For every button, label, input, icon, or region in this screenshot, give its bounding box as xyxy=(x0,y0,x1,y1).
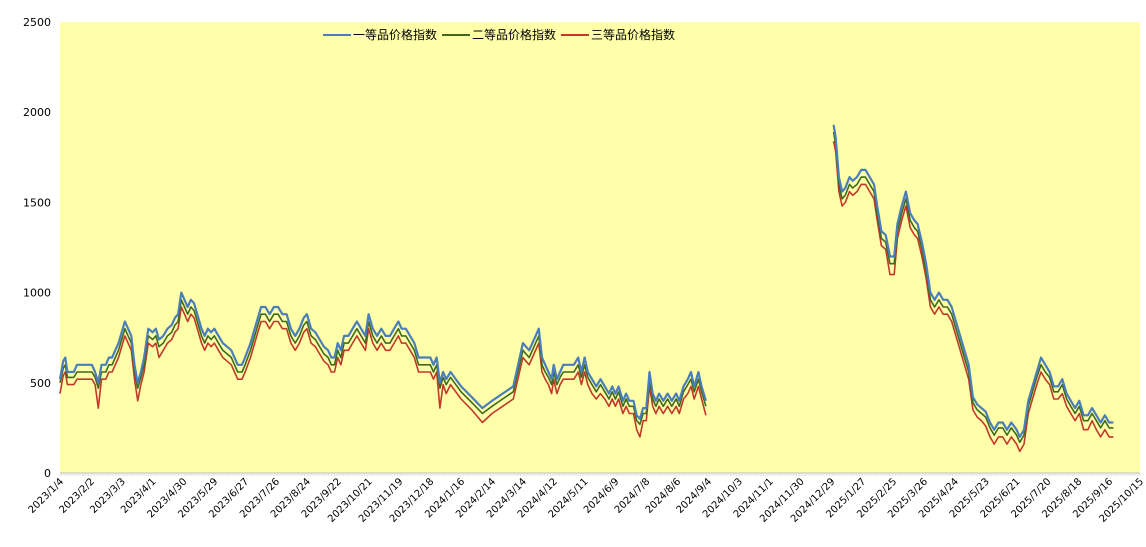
legend: 一等品价格指数 二等品价格指数 三等品价格指数 xyxy=(323,27,675,42)
legend-label-series-1: 一等品价格指数 xyxy=(353,27,437,42)
y-tick-label: 2500 xyxy=(23,16,51,29)
y-tick-label: 1000 xyxy=(23,287,51,300)
series-line-1 xyxy=(58,124,1114,438)
y-axis: 0 500 1000 1500 2000 2500 xyxy=(23,16,51,480)
series-3-segment-2 xyxy=(832,140,1114,453)
legend-label-series-3: 三等品价格指数 xyxy=(591,27,675,42)
series-layer xyxy=(58,124,1114,453)
x-axis: 2023/1/42023/2/22023/3/32023/4/12023/4/3… xyxy=(27,472,1146,525)
y-tick-label: 0 xyxy=(44,467,51,480)
series-2-segment-1 xyxy=(59,298,707,426)
series-1-segment-1 xyxy=(58,291,707,420)
series-line-3 xyxy=(59,140,1114,453)
y-tick-label: 2000 xyxy=(23,106,51,119)
series-1-segment-2 xyxy=(832,124,1114,438)
x-minor-tick-marks xyxy=(59,473,1141,476)
y-tick-label: 500 xyxy=(30,377,51,390)
plot-area xyxy=(60,22,1140,473)
x-minor-ticks xyxy=(59,473,1141,476)
y-tick-label: 1500 xyxy=(23,196,51,209)
legend-label-series-2: 二等品价格指数 xyxy=(472,27,556,42)
series-3-segment-1 xyxy=(59,306,707,438)
